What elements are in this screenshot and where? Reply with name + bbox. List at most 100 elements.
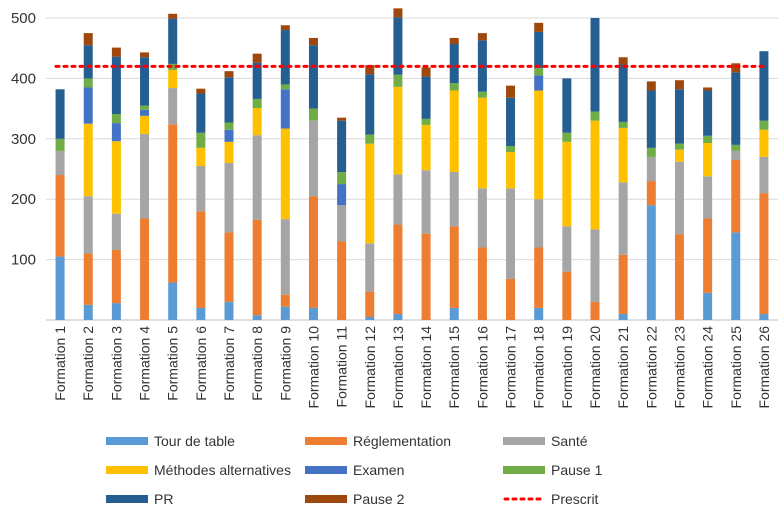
x-tick-label: Formation 16	[474, 326, 490, 409]
bar-segment	[393, 174, 403, 225]
x-tick-label: Formation 15	[446, 326, 462, 409]
bar-segment	[308, 108, 318, 121]
bar-segment	[562, 78, 572, 133]
bar-segment	[168, 282, 178, 320]
legend-swatch	[106, 437, 148, 445]
bar-segment	[111, 303, 121, 320]
bar-segment	[365, 291, 375, 317]
bar-segment	[731, 63, 741, 73]
bar-segment	[534, 75, 544, 91]
bar-segment	[83, 33, 93, 46]
bar-segment	[365, 74, 375, 135]
bar-segment	[506, 97, 516, 147]
bar-segment	[168, 63, 178, 70]
x-tick-label: Formation 19	[559, 326, 575, 409]
bar-segment	[308, 307, 318, 320]
gridlines	[46, 17, 778, 321]
bar-segment	[590, 301, 600, 320]
x-tick-label: Formation 25	[728, 326, 744, 409]
y-axis-ticks: 100 200 300 400 500	[11, 10, 36, 269]
bar-segment	[618, 57, 628, 65]
bar-segment	[252, 62, 262, 99]
bar-segment	[224, 232, 234, 302]
bar-segment	[280, 84, 290, 90]
bar-segment	[83, 45, 93, 79]
bar-segment	[111, 213, 121, 250]
x-tick-label: Formation 14	[418, 326, 434, 409]
legend: Tour de table Réglementation Santé Méthodes…	[106, 433, 603, 507]
bar-segment	[449, 83, 459, 91]
bar-segment	[252, 53, 262, 63]
bar-segment	[111, 141, 121, 214]
bar-segment	[224, 77, 234, 123]
bar-segment	[140, 115, 150, 134]
legend-label: Réglementation	[353, 433, 451, 449]
bar-segment	[449, 172, 459, 227]
bar-segment	[252, 315, 262, 320]
bar-segment	[111, 123, 121, 142]
legend-swatch	[106, 495, 148, 503]
bar-segment	[618, 254, 628, 314]
bar-segment	[280, 25, 290, 31]
bar-segment	[393, 74, 403, 87]
bar-segment	[506, 152, 516, 189]
y-tick-label: 200	[11, 191, 36, 208]
bar-segment	[646, 147, 656, 157]
bar-segment	[703, 90, 713, 136]
legend-label: Santé	[551, 433, 588, 449]
x-tick-label: Formation 10	[305, 326, 321, 409]
legend-label: Méthodes alternatives	[154, 462, 291, 478]
bar-segment	[759, 51, 769, 121]
bar-segment	[168, 13, 178, 19]
bar-segment	[365, 65, 375, 75]
bar-segment	[421, 76, 431, 119]
bars	[55, 8, 769, 320]
bar-segment	[252, 107, 262, 136]
bar-segment	[618, 127, 628, 183]
bar-segment	[224, 129, 234, 142]
x-tick-label: Formation 20	[587, 326, 603, 409]
bar-segment	[731, 159, 741, 233]
bar-segment	[703, 135, 713, 144]
bar-segment	[196, 211, 206, 308]
bar-segment	[731, 150, 741, 160]
bar-segment	[590, 18, 600, 112]
bar-segment	[393, 8, 403, 18]
bar-segment	[674, 161, 684, 235]
legend-item: Examen	[305, 462, 404, 478]
bar-segment	[562, 141, 572, 227]
bar-segment	[111, 56, 121, 115]
bar-segment	[55, 89, 65, 139]
bar-segment	[646, 90, 656, 148]
bar-segment	[646, 156, 656, 182]
bar-segment	[337, 172, 347, 185]
bar-segment	[534, 199, 544, 248]
bar-segment	[196, 132, 206, 148]
bar-segment	[449, 90, 459, 173]
legend-swatch	[305, 437, 347, 445]
bar-segment	[365, 134, 375, 144]
bar-segment	[140, 133, 150, 219]
y-tick-label: 300	[11, 131, 36, 148]
bar-segment	[703, 176, 713, 219]
bar-segment	[168, 124, 178, 283]
bar-segment	[674, 89, 684, 144]
bar-segment	[280, 30, 290, 85]
bar-segment	[140, 105, 150, 110]
bar-segment	[55, 256, 65, 320]
legend-swatch	[305, 466, 347, 474]
bar-segment	[140, 218, 150, 320]
bar-segment	[393, 86, 403, 175]
bar-segment	[703, 143, 713, 177]
bar-segment	[308, 196, 318, 308]
bar-segment	[534, 307, 544, 320]
bar-segment	[449, 43, 459, 84]
bar-segment	[759, 156, 769, 194]
legend-item: Pause 2	[305, 491, 405, 507]
bar-segment	[55, 138, 65, 151]
bar-segment	[703, 292, 713, 320]
bar-segment	[477, 97, 487, 189]
legend-swatch	[305, 495, 347, 503]
x-tick-label: Formation 26	[756, 326, 772, 409]
bar-segment	[421, 233, 431, 320]
